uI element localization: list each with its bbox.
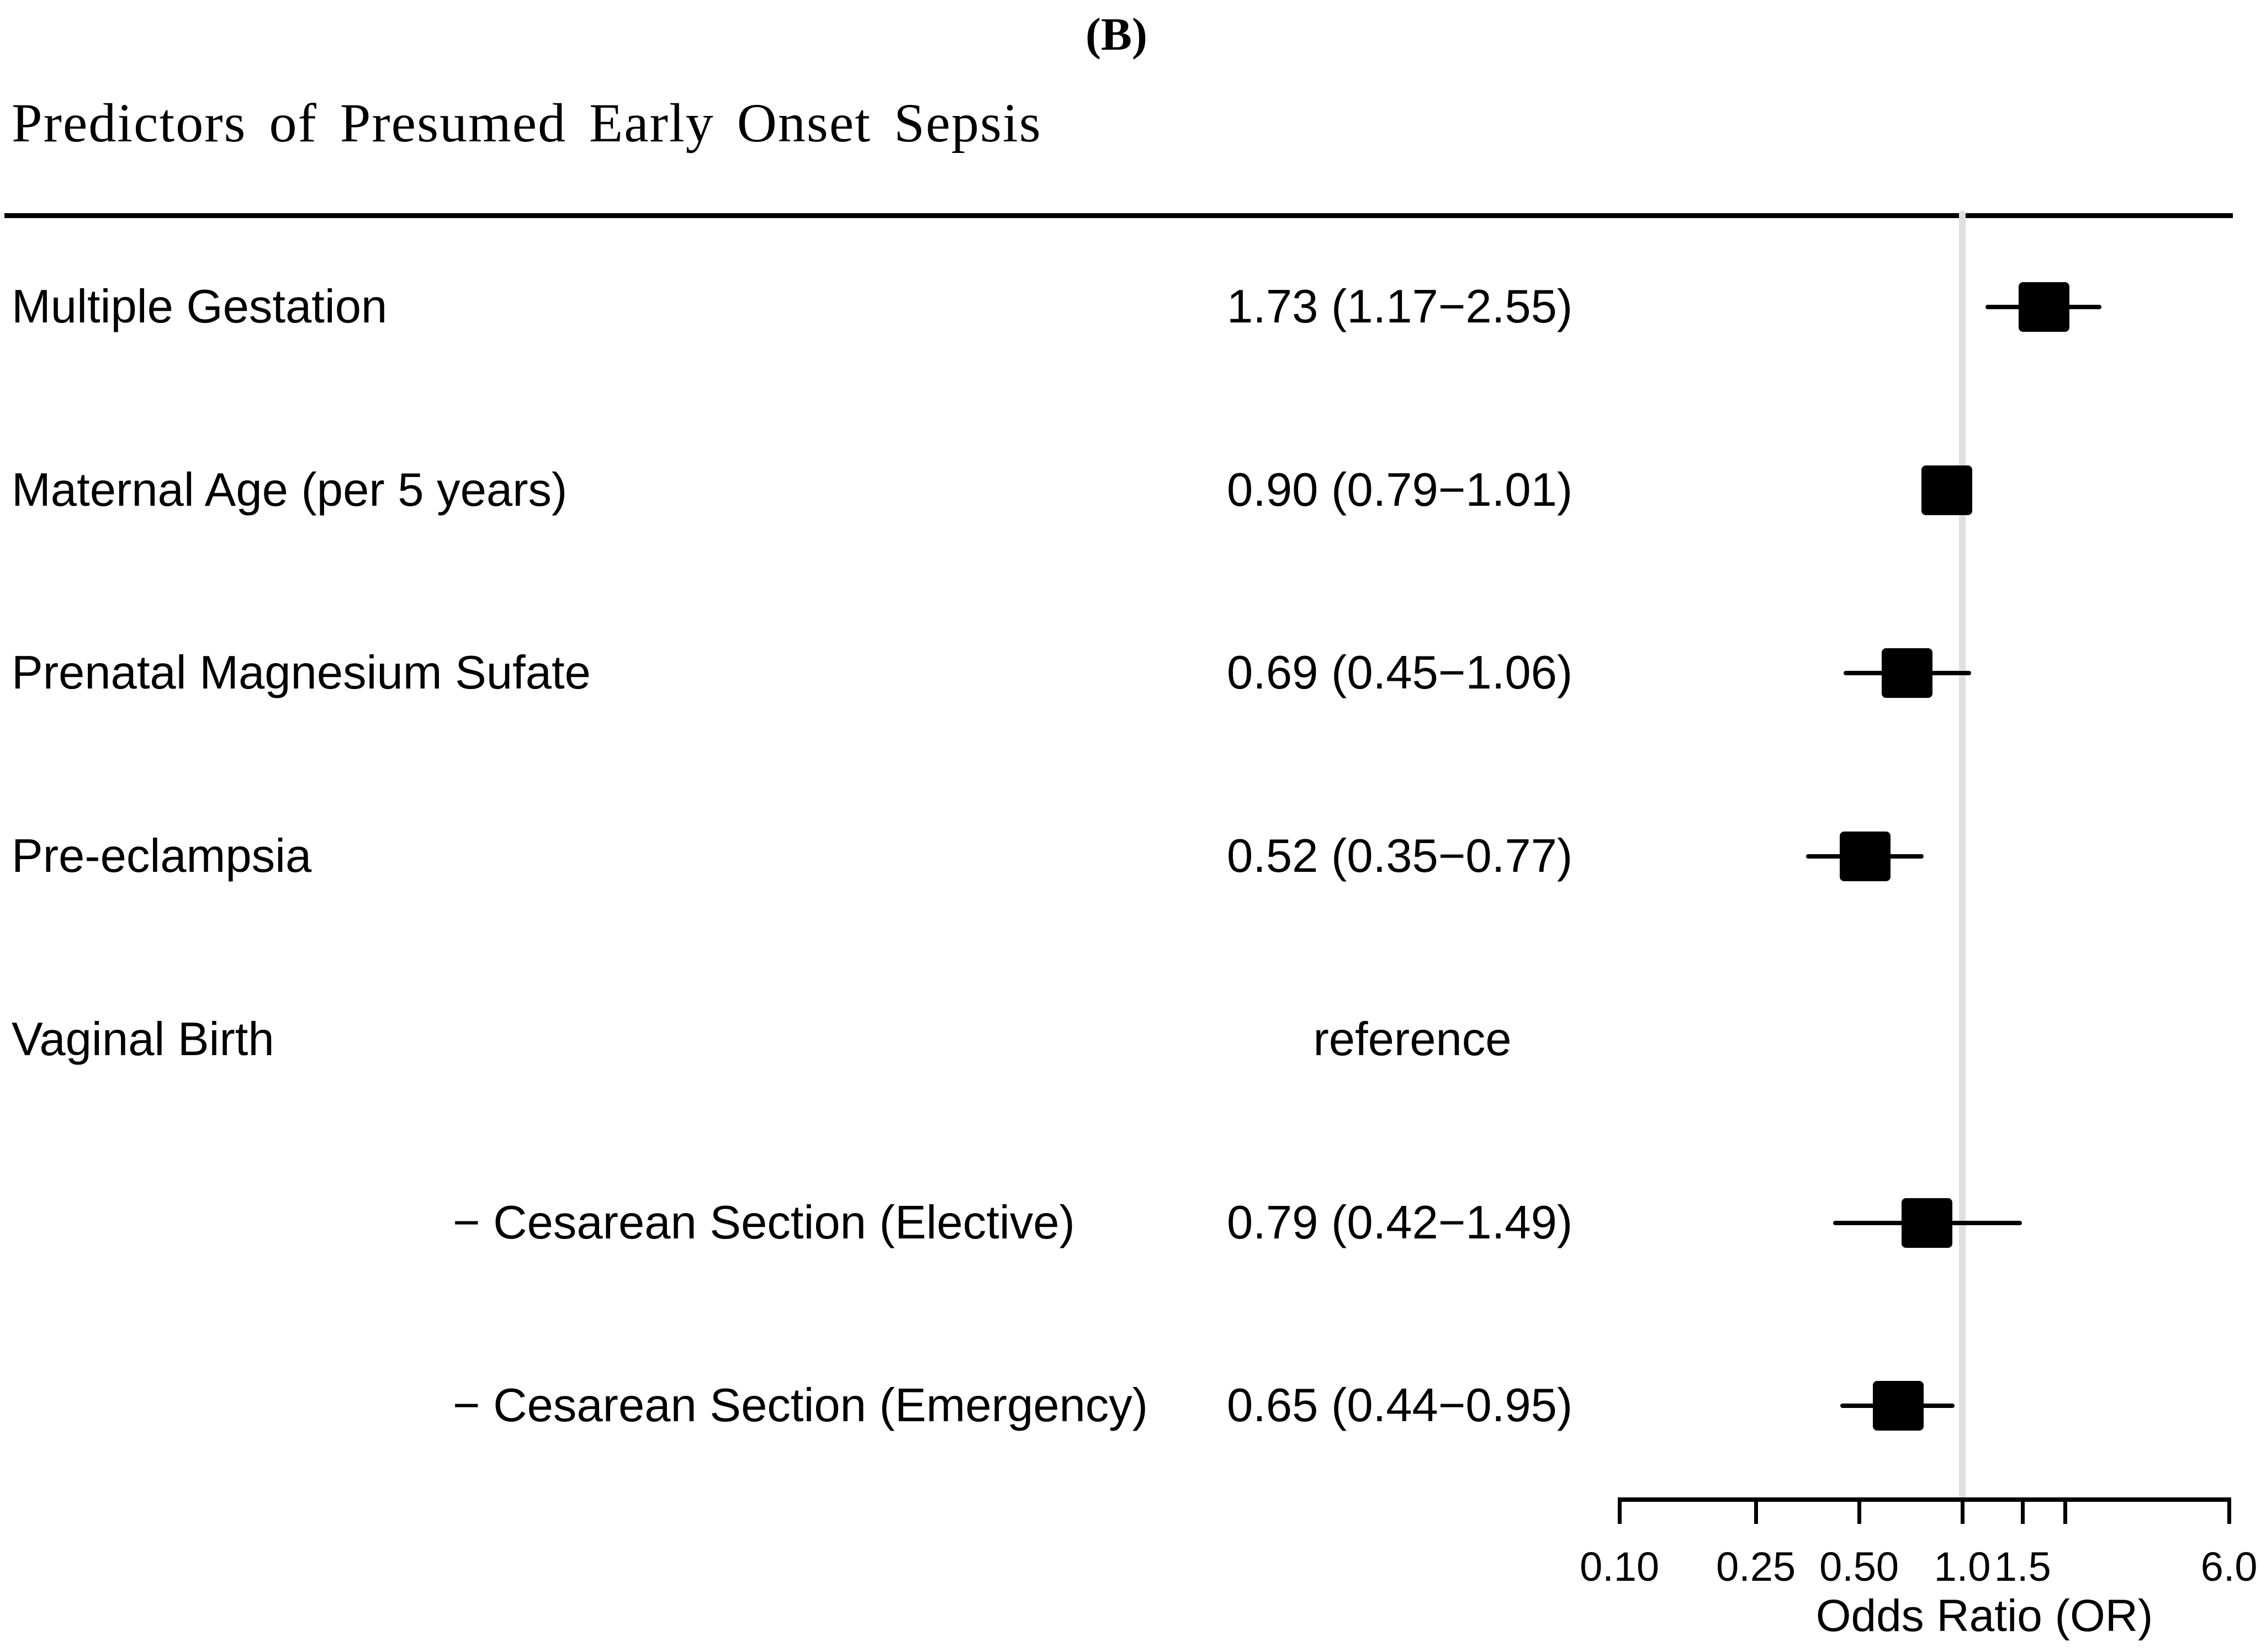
row-value-estimate: 0.90 (0.79−1.01) xyxy=(1227,463,1573,516)
axis-tick-mark xyxy=(2227,1497,2231,1524)
axis-tick-label: 6.0 xyxy=(2200,1544,2258,1590)
row-label: Pre-eclampsia xyxy=(12,830,312,883)
axis-tick-mark xyxy=(1960,1497,1965,1524)
row-label: Maternal Age (per 5 years) xyxy=(12,463,568,516)
row-label: Vaginal Birth xyxy=(12,1013,274,1066)
row-label: − Cesarean Section (Elective) xyxy=(453,1196,1075,1249)
x-axis-title: Odds Ratio (OR) xyxy=(1815,1591,2153,1641)
panel-label: (B) xyxy=(1086,9,1147,60)
row-label: − Cesarean Section (Emergency) xyxy=(453,1379,1148,1432)
axis-tick-mark xyxy=(2063,1497,2068,1524)
odds-ratio-marker xyxy=(2018,282,2069,332)
axis-tick-mark xyxy=(1754,1497,1758,1524)
axis-tick-label: 1.0 xyxy=(1934,1544,1991,1590)
axis-tick-label: 0.10 xyxy=(1580,1544,1660,1590)
x-axis-line xyxy=(1620,1497,2229,1502)
top-rule-divider xyxy=(4,213,2233,218)
row-value-estimate: 0.65 (0.44−0.95) xyxy=(1227,1379,1573,1432)
reference-line-or-1 xyxy=(1959,210,1966,1497)
row-label: Prenatal Magnesium Sufate xyxy=(12,647,591,700)
axis-tick-label: 0.25 xyxy=(1716,1544,1796,1590)
row-value-estimate: 0.69 (0.45−1.06) xyxy=(1227,647,1573,700)
chart-title: Predictors of Presumed Early Onset Sepsi… xyxy=(12,92,1042,153)
odds-ratio-marker xyxy=(1881,648,1932,698)
axis-tick-mark xyxy=(1857,1497,1861,1524)
axis-tick-mark xyxy=(1617,1497,1622,1524)
row-value-estimate: 1.73 (1.17−2.55) xyxy=(1227,280,1573,333)
axis-tick-label: 0.50 xyxy=(1819,1544,1899,1590)
row-value-reference: reference xyxy=(1313,1013,1512,1066)
odds-ratio-marker xyxy=(1872,1381,1924,1431)
axis-tick-label: 1.5 xyxy=(1994,1544,2051,1590)
odds-ratio-marker xyxy=(1839,832,1891,882)
row-label: Multiple Gestation xyxy=(12,280,388,333)
row-value-estimate: 0.79 (0.42−1.49) xyxy=(1227,1196,1573,1249)
odds-ratio-marker xyxy=(1902,1198,1953,1248)
axis-tick-mark xyxy=(2020,1497,2025,1524)
odds-ratio-marker xyxy=(1921,465,1972,515)
row-value-estimate: 0.52 (0.35−0.77) xyxy=(1227,830,1573,883)
